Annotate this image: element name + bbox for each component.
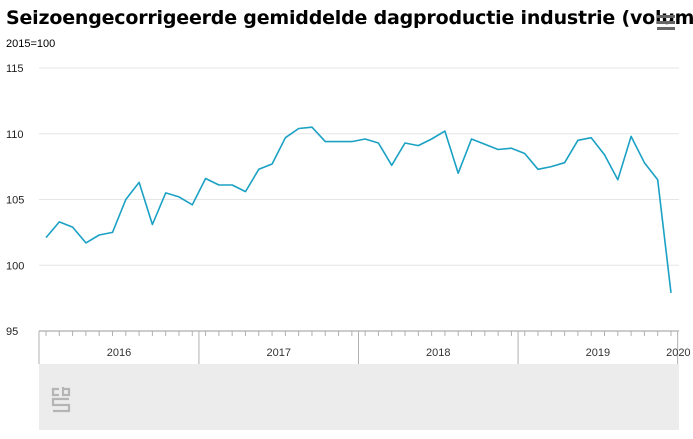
y-tick-label: 100 [6,260,24,272]
x-tick-label: 2017 [266,347,290,359]
x-tick-label: 2016 [107,347,131,359]
line-chart: 95 100 105 110 115 2016 2017 2018 2019 2020 [6,63,691,364]
y-tick-label: 115 [6,63,24,75]
x-tick-label: 2019 [586,347,610,359]
series-line [45,126,672,293]
chart-subtitle: 2015=100 [6,38,56,50]
x-tick-label: 2020 [666,347,690,359]
x-tick-label: 2018 [426,347,450,359]
hamburger-menu-icon[interactable] [657,15,675,31]
y-tick-label: 105 [6,195,24,207]
chart-title: Seizoengecorrigeerde gemiddelde dagprodu… [6,7,693,29]
cbs-logo-icon [51,387,71,413]
y-tick-label: 95 [6,326,18,338]
chart-navigator-footer [39,364,679,430]
y-tick-label: 110 [6,129,24,141]
